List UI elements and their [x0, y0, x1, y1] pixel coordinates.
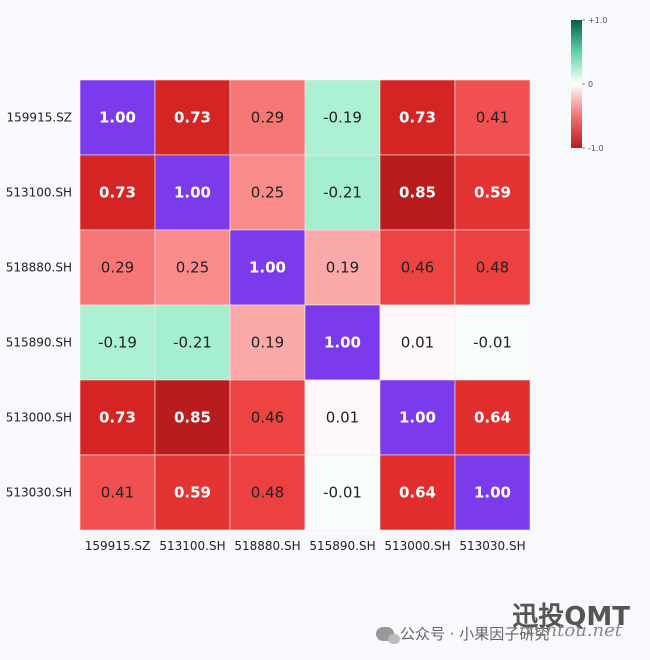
heatmap-cell-4-5: [454, 379, 531, 456]
heatmap-cell-2-1: [154, 229, 231, 306]
y-tick-label-4: 513000.SH: [6, 411, 72, 425]
colorbar-ticks: +1.0 0 -1.0: [582, 16, 607, 153]
heatmap-cell-4-3: [304, 379, 381, 456]
colorbar: [571, 20, 582, 148]
heatmap-cell-2-2: [229, 229, 306, 306]
heatmap-cell-2-0: [79, 229, 156, 306]
heatmap-cell-label-4-2: 0.46: [251, 409, 284, 427]
heatmap-cell-label-0-1: 0.73: [174, 109, 211, 127]
x-axis-labels: 159915.SZ 513100.SH 518880.SH 515890.SH 5130…: [85, 539, 526, 553]
y-tick-label-2: 518880.SH: [6, 261, 72, 275]
heatmap-cell-label-0-3: -0.19: [323, 109, 362, 127]
heatmap-cell-label-4-3: 0.01: [326, 409, 359, 427]
heatmap-cell-label-0-0: 1.00: [99, 109, 136, 127]
heatmap-cell-label-3-1: -0.21: [173, 334, 212, 352]
heatmap-cell-0-0: [79, 79, 156, 156]
heatmap-cell-label-3-3: 1.00: [324, 334, 361, 352]
heatmap-cell-1-5: [454, 154, 531, 231]
heatmap-cell-label-5-4: 0.64: [399, 484, 436, 502]
heatmap-cell-0-3: [304, 79, 381, 156]
heatmap-cell-label-0-5: 0.41: [476, 109, 509, 127]
heatmap-cell-2-5: [454, 229, 531, 306]
heatmap-cell-1-3: [304, 154, 381, 231]
heatmap-cell-label-0-4: 0.73: [399, 109, 436, 127]
heatmap-cell-label-1-4: 0.85: [399, 184, 436, 202]
heatmap-cell-label-4-1: 0.85: [174, 409, 211, 427]
x-tick-label-5: 513030.SH: [459, 539, 525, 553]
heatmap-cell-label-5-3: -0.01: [323, 484, 362, 502]
heatmap-cell-5-0: [79, 454, 156, 531]
heatmap-cell-label-0-2: 0.29: [251, 109, 284, 127]
heatmap-cell-3-1: [154, 304, 231, 381]
y-tick-label-1: 513100.SH: [6, 186, 72, 200]
heatmap-cell-label-2-5: 0.48: [476, 259, 509, 277]
heatmap-cell-label-1-5: 0.59: [474, 184, 511, 202]
heatmap-cell-label-3-0: -0.19: [98, 334, 137, 352]
heatmap-cell-label-2-2: 1.00: [249, 259, 286, 277]
x-tick-label-2: 518880.SH: [234, 539, 300, 553]
heatmap-cell-label-4-0: 0.73: [99, 409, 136, 427]
heatmap-cell-label-1-2: 0.25: [251, 184, 284, 202]
heatmap-cell-label-1-1: 1.00: [174, 184, 211, 202]
heatmap-cell-3-0: [79, 304, 156, 381]
y-axis-labels: 159915.SZ 513100.SH 518880.SH 515890.SH 5130…: [6, 111, 72, 500]
heatmap-cell-0-5: [454, 79, 531, 156]
colorbar-tick-label-2: -1.0: [588, 144, 604, 153]
heatmap-cell-label-1-3: -0.21: [323, 184, 362, 202]
heatmap-cell-label-4-4: 1.00: [399, 409, 436, 427]
heatmap-cell-label-2-4: 0.46: [401, 259, 434, 277]
heatmap-cell-label-5-5: 1.00: [474, 484, 511, 502]
x-tick-label-3: 515890.SH: [309, 539, 375, 553]
heatmap-cell-label-3-2: 0.19: [251, 334, 284, 352]
heatmap-cell-label-5-2: 0.48: [251, 484, 284, 502]
colorbar-tick-label-0: +1.0: [588, 16, 607, 25]
y-tick-label-5: 513030.SH: [6, 486, 72, 500]
heatmap-cell-label-4-5: 0.64: [474, 409, 511, 427]
y-tick-label-0: 159915.SZ: [7, 111, 72, 125]
heatmap-cell-3-3: [304, 304, 381, 381]
heatmap-cell-3-4: [379, 304, 456, 381]
heatmap-cell-label-1-0: 0.73: [99, 184, 136, 202]
heatmap-cell-1-1: [154, 154, 231, 231]
heatmap-cell-label-3-4: 0.01: [401, 334, 434, 352]
x-tick-label-1: 513100.SH: [159, 539, 225, 553]
colorbar-tick-label-1: 0: [588, 80, 593, 89]
heatmap-cell-4-0: [79, 379, 156, 456]
heatmap-cell-0-4: [379, 79, 456, 156]
heatmap-cell-5-3: [304, 454, 381, 531]
wechat-icon: [376, 626, 400, 644]
heatmap-cell-3-2: [229, 304, 306, 381]
wechat-account: 公众号 · 小果因子研究: [376, 623, 549, 644]
heatmap-cell-label-3-5: -0.01: [473, 334, 512, 352]
watermark-brand: 迅投QMT: [512, 602, 630, 632]
heatmap-cell-3-5: [454, 304, 531, 381]
heatmap-cell-5-5: [454, 454, 531, 531]
heatmap-cell-5-4: [379, 454, 456, 531]
x-tick-label-0: 159915.SZ: [85, 539, 150, 553]
heatmap-cell-2-3: [304, 229, 381, 306]
wechat-account-label: 公众号 · 小果因子研究: [400, 625, 550, 643]
heatmap-cell-label-5-1: 0.59: [174, 484, 211, 502]
y-tick-label-3: 515890.SH: [6, 336, 72, 350]
heatmap-cell-0-2: [229, 79, 306, 156]
watermark: 公众号 · 小果因子研究 迅投QMT xuntou.net: [376, 594, 636, 654]
heatmap-cell-label-2-0: 0.29: [101, 259, 134, 277]
heatmap-cell-0-1: [154, 79, 231, 156]
x-tick-label-4: 513000.SH: [384, 539, 450, 553]
heatmap-cell-4-2: [229, 379, 306, 456]
heatmap-cell-label-2-3: 0.19: [326, 259, 359, 277]
heatmap-cell-label-2-1: 0.25: [176, 259, 209, 277]
heatmap-cell-4-4: [379, 379, 456, 456]
heatmap-cell-label-5-0: 0.41: [101, 484, 134, 502]
heatmap-cells: 1.00 0.73 0.29 -0.19 0.73 0.41 0.73 1.00 0.25 -0.…: [79, 79, 531, 531]
watermark-url: xuntou.net: [523, 620, 622, 641]
heatmap-cell-2-4: [379, 229, 456, 306]
